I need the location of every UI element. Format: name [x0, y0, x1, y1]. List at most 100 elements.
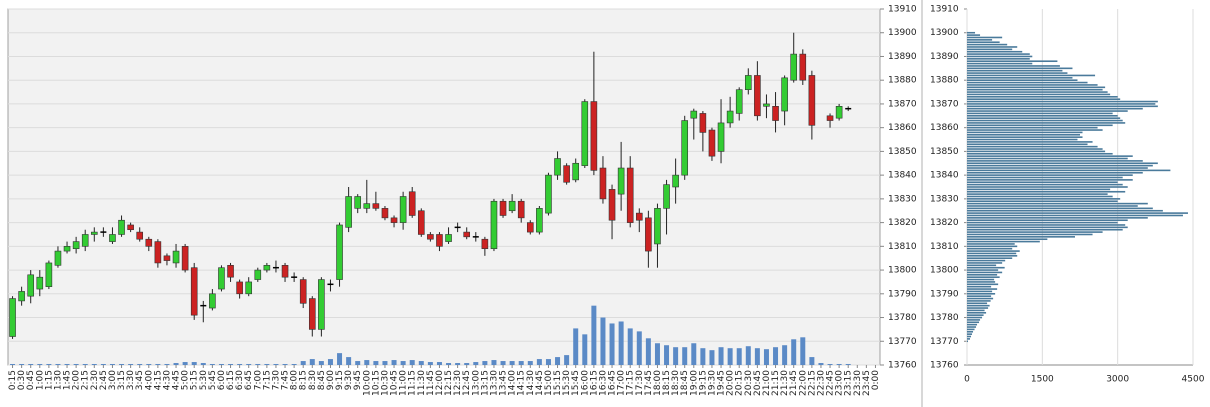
volume-bar — [845, 364, 851, 365]
volume-bar — [718, 347, 724, 365]
x-tick-label: 9:45 — [353, 370, 363, 390]
volume-bar — [318, 361, 324, 365]
x-tick-label: 8:15 — [299, 370, 309, 390]
volume-bar — [10, 364, 16, 365]
candle-body — [645, 217, 652, 252]
candle-body — [717, 122, 725, 152]
candle-body — [318, 279, 325, 330]
volume-bar — [582, 334, 588, 365]
x-tick-label: 14:15 — [517, 370, 527, 396]
x-tick-label: 13:30 — [489, 370, 499, 396]
volume-bar — [418, 361, 424, 365]
profile-bar — [967, 150, 1106, 153]
profile-bar — [967, 214, 1183, 217]
profile-bar — [967, 157, 1128, 160]
profile-bar — [967, 326, 977, 328]
profile-bar — [967, 190, 1126, 193]
volume-bar — [745, 346, 751, 365]
candle-body — [209, 293, 216, 309]
volume-bar — [155, 364, 161, 365]
candle-body — [726, 110, 734, 124]
profile-bar — [967, 259, 1006, 262]
volume-bar — [291, 364, 297, 365]
candle-body — [408, 191, 416, 216]
candle-body — [245, 281, 253, 295]
profile-bar — [967, 39, 993, 41]
profile-bar — [967, 46, 1018, 48]
profile-bar — [967, 240, 1040, 243]
x-tick-label: 22:15 — [807, 370, 817, 396]
x-tick-label: 6:30 — [235, 370, 245, 390]
x-tick-label: 17:15 — [626, 370, 636, 396]
profile-bar — [967, 126, 1098, 129]
x-tick-label: 4:00 — [144, 370, 154, 390]
profile-bar — [967, 55, 1033, 58]
plot-background — [7, 8, 881, 366]
x-tick-label: 6:15 — [226, 370, 236, 390]
candle-body — [36, 276, 44, 290]
x-tick-label: 15:15 — [553, 370, 563, 396]
profile-bar — [967, 264, 997, 267]
volume-bar — [146, 364, 152, 365]
candle-body — [299, 279, 307, 304]
profile-bar — [967, 164, 1153, 167]
profile-bar — [967, 309, 985, 312]
x-tick-label: 7:30 — [271, 370, 281, 390]
profile-bar — [967, 338, 971, 340]
volume-bar — [264, 364, 270, 365]
volume-bar — [400, 361, 406, 365]
profile-bar — [967, 183, 1123, 186]
profile-bar — [967, 221, 1118, 224]
volume-bar — [73, 364, 79, 365]
profile-bar — [967, 98, 1121, 100]
volume-bar — [754, 348, 760, 365]
candle-body — [145, 238, 153, 247]
volume-bar — [391, 360, 397, 365]
profile-bar — [967, 283, 999, 286]
candle-body — [635, 212, 643, 221]
candle-body — [663, 184, 670, 209]
x-tick-label: 20:15 — [735, 370, 745, 396]
candle-body — [218, 267, 225, 290]
x-tick-label: 21:00 — [762, 370, 772, 396]
profile-bar — [967, 252, 1017, 255]
volume-bar — [618, 321, 624, 365]
profile-bar — [967, 141, 1093, 143]
x-tick-label: 11:00 — [399, 370, 409, 396]
x-tick-label: 5:30 — [199, 370, 209, 390]
x-tick-label: 11:30 — [417, 370, 427, 396]
profile-bar — [967, 138, 1078, 141]
profile-bar — [967, 195, 1113, 198]
profile-bar — [967, 176, 1123, 179]
candle-body — [363, 203, 371, 209]
profile-bar — [967, 243, 1015, 245]
y-tick-label: 13770 — [888, 337, 917, 347]
candle-body — [672, 174, 679, 188]
volume-bar — [37, 364, 43, 365]
volume-bar — [327, 359, 333, 365]
volume-bar — [455, 363, 461, 365]
y-tick-label: 13800 — [888, 266, 917, 276]
volume-bar — [55, 364, 61, 365]
profile-bar — [967, 262, 1003, 264]
profile-bar — [967, 160, 1143, 162]
volume-bar — [818, 363, 824, 365]
volume-bar — [382, 361, 388, 365]
profile-bar — [967, 115, 1118, 117]
profile-bar — [967, 209, 1163, 212]
volume-bar — [573, 328, 579, 365]
profile-bar — [967, 219, 1128, 222]
volume-bar — [527, 361, 533, 365]
candle-body — [27, 274, 35, 297]
x-tick-label: 9:30 — [344, 370, 354, 390]
y-tick-label: 13770 — [930, 337, 959, 347]
volume-bar — [564, 355, 570, 365]
x-tick-label: 10:30 — [380, 370, 390, 396]
volume-bar — [309, 359, 315, 365]
volume-bar — [218, 364, 224, 365]
profile-bar — [967, 84, 1098, 86]
candle-body — [336, 224, 343, 280]
candle-body — [445, 234, 452, 242]
x-tick-label: 18:00 — [653, 370, 663, 396]
y-tick-label: 13850 — [930, 147, 959, 157]
